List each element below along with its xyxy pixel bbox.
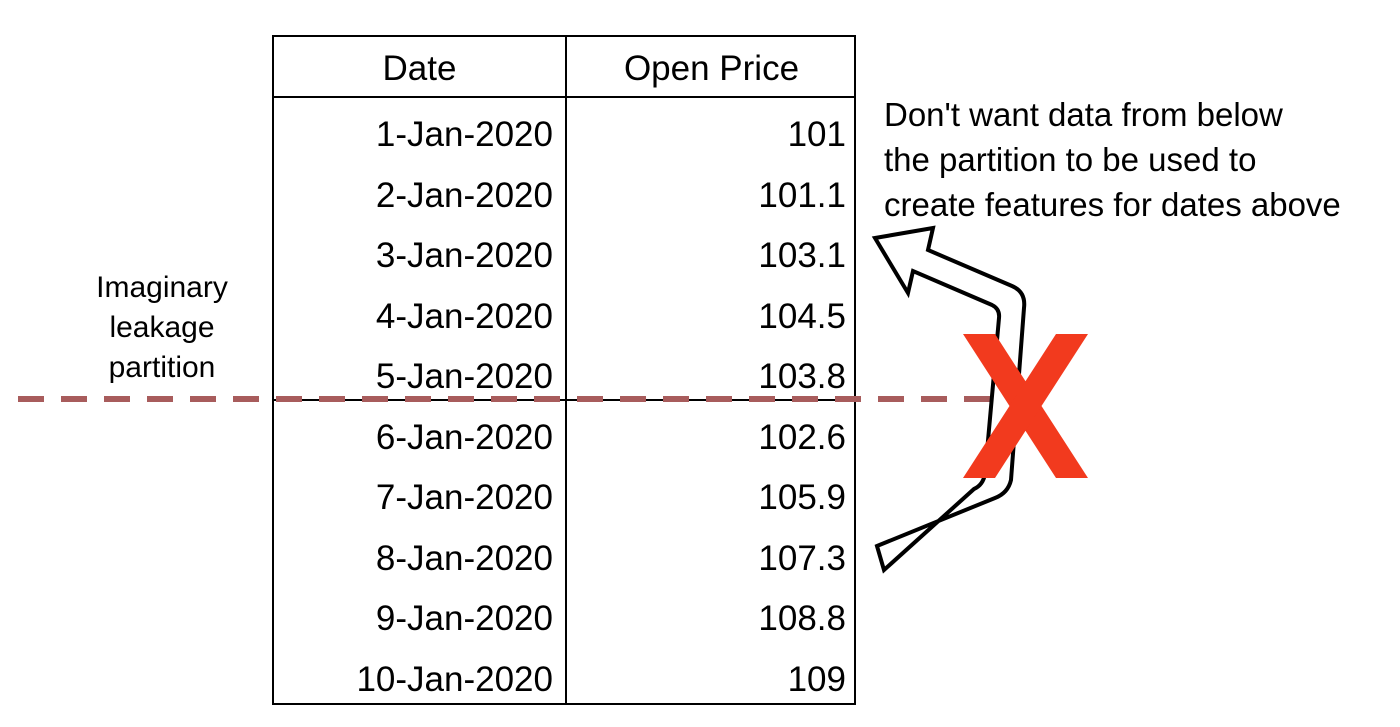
table-cell-date: 8-Jan-2020: [375, 539, 553, 578]
table-cell-date: 9-Jan-2020: [375, 599, 553, 638]
curved-arrow-icon: [871, 225, 1027, 574]
table-cell-date: 7-Jan-2020: [375, 478, 553, 517]
column-divider: [565, 37, 567, 703]
note-line: the partition to be used to: [884, 141, 1257, 178]
table-cell-date: 4-Jan-2020: [375, 297, 553, 336]
table-cell-open-price: 103.1: [758, 236, 846, 275]
table-cell-date: 1-Jan-2020: [375, 115, 553, 154]
table-cell-date: 10-Jan-2020: [356, 660, 553, 699]
header-open-price: Open Price: [623, 49, 800, 88]
table-cell-date: 6-Jan-2020: [375, 418, 553, 457]
table-cell-open-price: 101: [787, 115, 846, 154]
table-cell-open-price: 105.9: [758, 478, 846, 517]
price-table: Date Open Price 1-Jan-2020 101 2-Jan-2020 1…: [272, 35, 856, 705]
partition-label-line: Imaginary: [96, 271, 228, 304]
table-cell-date: 5-Jan-2020: [375, 357, 553, 396]
header-divider: [274, 96, 854, 98]
note-line: Don't want data from below: [884, 96, 1283, 133]
table-cell-date: 3-Jan-2020: [375, 236, 553, 275]
leakage-note: Don't want data from below the partition…: [884, 92, 1394, 227]
red-x-icon: [963, 334, 1088, 478]
table-cell-open-price: 102.6: [758, 418, 846, 457]
table-cell-open-price: 109: [787, 660, 846, 699]
table-cell-open-price: 108.8: [758, 599, 846, 638]
header-date: Date: [382, 49, 457, 88]
table-cell-open-price: 107.3: [758, 539, 846, 578]
table-cell-open-price: 101.1: [758, 176, 846, 215]
partition-label: Imaginary leakage partition: [62, 268, 262, 388]
partition-label-line: leakage: [109, 311, 215, 344]
note-line: create features for dates above: [884, 186, 1341, 223]
table-cell-open-price: 104.5: [758, 297, 846, 336]
table-cell-date: 2-Jan-2020: [375, 176, 553, 215]
partition-row-divider: [274, 399, 854, 401]
table-cell-open-price: 103.8: [758, 357, 846, 396]
partition-label-line: partition: [108, 351, 216, 384]
